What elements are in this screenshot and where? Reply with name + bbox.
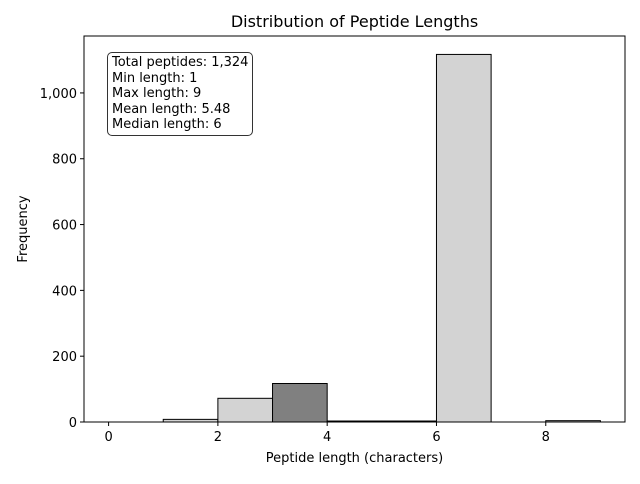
y-axis-ticks: 0 200 400 600 800 1,000 <box>40 87 84 431</box>
stats-total: Total peptides: 1,324 <box>112 55 249 70</box>
x-tick-label: 0 <box>104 430 112 445</box>
x-axis-ticks: 0 2 4 6 8 <box>104 422 550 445</box>
x-tick-label: 2 <box>214 430 222 445</box>
y-tick-label: 200 <box>52 350 77 365</box>
y-tick-label: 600 <box>52 219 77 234</box>
histogram-bar-2-3 <box>217 397 274 423</box>
y-tick-label: 800 <box>52 153 77 168</box>
y-tick-label: 1,000 <box>40 87 77 102</box>
summary-stats-box: Total peptides: 1,324 Min length: 1 Max … <box>107 52 254 136</box>
x-tick-label: 6 <box>432 430 440 445</box>
stats-median: Median length: 6 <box>112 117 222 132</box>
histogram-bar-3-4 <box>272 382 328 423</box>
histogram-bar-6-7 <box>435 53 492 423</box>
y-tick-label: 0 <box>69 416 77 431</box>
y-tick-label: 400 <box>52 284 77 299</box>
axes-frame <box>83 35 626 423</box>
stats-mean: Mean length: 5.48 <box>112 101 231 117</box>
y-axis-label: Frequency <box>16 195 31 262</box>
chart-title: Distribution of Peptide Lengths <box>231 12 478 31</box>
stats-min: Min length: 1 <box>112 70 198 86</box>
x-axis-label: Peptide length (characters) <box>266 451 443 466</box>
x-tick-label: 4 <box>323 430 331 445</box>
stats-max: Max length: 9 <box>112 86 202 101</box>
x-tick-label: 8 <box>542 430 550 445</box>
